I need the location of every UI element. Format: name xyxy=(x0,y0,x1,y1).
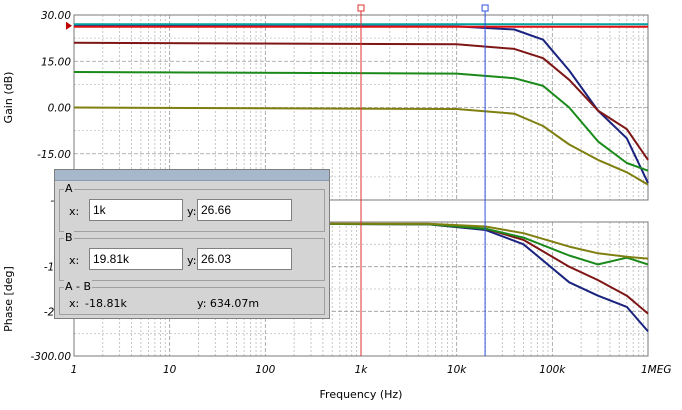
cursor-readout-panel[interactable]: A x: 1k y: 26.66 B x: 19.81k y: 26.03 A … xyxy=(54,169,330,319)
cursor-a-y-field[interactable]: 26.66 xyxy=(197,199,292,221)
gain-y-tick-label: 30.00 xyxy=(41,10,71,22)
gain-series-line-3 xyxy=(73,71,649,172)
phase-y-tick-label: -300.00 xyxy=(30,351,71,363)
cursor-a-y-label: y: xyxy=(187,205,197,218)
gain-series-line-4 xyxy=(73,106,649,186)
cursor-a-title: A xyxy=(64,182,74,195)
cursor-diff-y-value: y: 634.07m xyxy=(197,297,260,310)
cursor-marker-arrow xyxy=(66,21,72,30)
cursor-a-x-field[interactable]: 1k xyxy=(89,199,183,221)
cursor-a-group: A x: 1k y: 26.66 xyxy=(59,182,325,232)
cursor-diff-group: A - B x: -18.81k y: 634.07m xyxy=(59,280,325,315)
frequency-axis-label: Frequency (Hz) xyxy=(320,388,403,401)
phase-series-line-4 xyxy=(73,222,649,260)
cursor-b-handle xyxy=(481,4,489,12)
cursor-a-handle xyxy=(357,4,365,12)
cursor-b-group: B x: 19.81k y: 26.03 xyxy=(59,231,325,281)
cursor-b-y-field[interactable]: 26.03 xyxy=(197,248,292,270)
gain-y-tick-label: 15.00 xyxy=(41,56,71,68)
cursor-b-y-label: y: xyxy=(187,254,197,267)
x-tick-label: 10 xyxy=(163,364,177,376)
gain-series-line-2 xyxy=(73,41,649,161)
cursor-diff-x-value: -18.81k xyxy=(85,297,127,310)
cursor-diff-x-label: x: xyxy=(69,297,80,310)
gain-axis-label: Gain (dB) xyxy=(2,72,15,124)
gain-y-tick-label: 0.00 xyxy=(48,103,72,115)
x-tick-label: 1MEG xyxy=(641,364,672,376)
x-tick-label: 1 xyxy=(71,364,78,376)
panel-titlebar[interactable] xyxy=(55,170,329,181)
cursor-b-x-field[interactable]: 19.81k xyxy=(89,248,183,270)
x-tick-label: 10k xyxy=(447,364,467,376)
cursor-b-title: B xyxy=(64,231,74,244)
x-tick-label: 100 xyxy=(255,364,275,376)
gain-y-tick-label: -15.00 xyxy=(37,149,71,161)
phase-axis-label: Phase [deg] xyxy=(2,266,15,332)
cursor-b-x-label: x: xyxy=(69,254,80,267)
cursor-a-x-label: x: xyxy=(69,205,80,218)
cursor-diff-title: A - B xyxy=(64,280,93,293)
x-tick-label: 100k xyxy=(539,364,566,376)
x-tick-label: 1k xyxy=(355,364,369,376)
